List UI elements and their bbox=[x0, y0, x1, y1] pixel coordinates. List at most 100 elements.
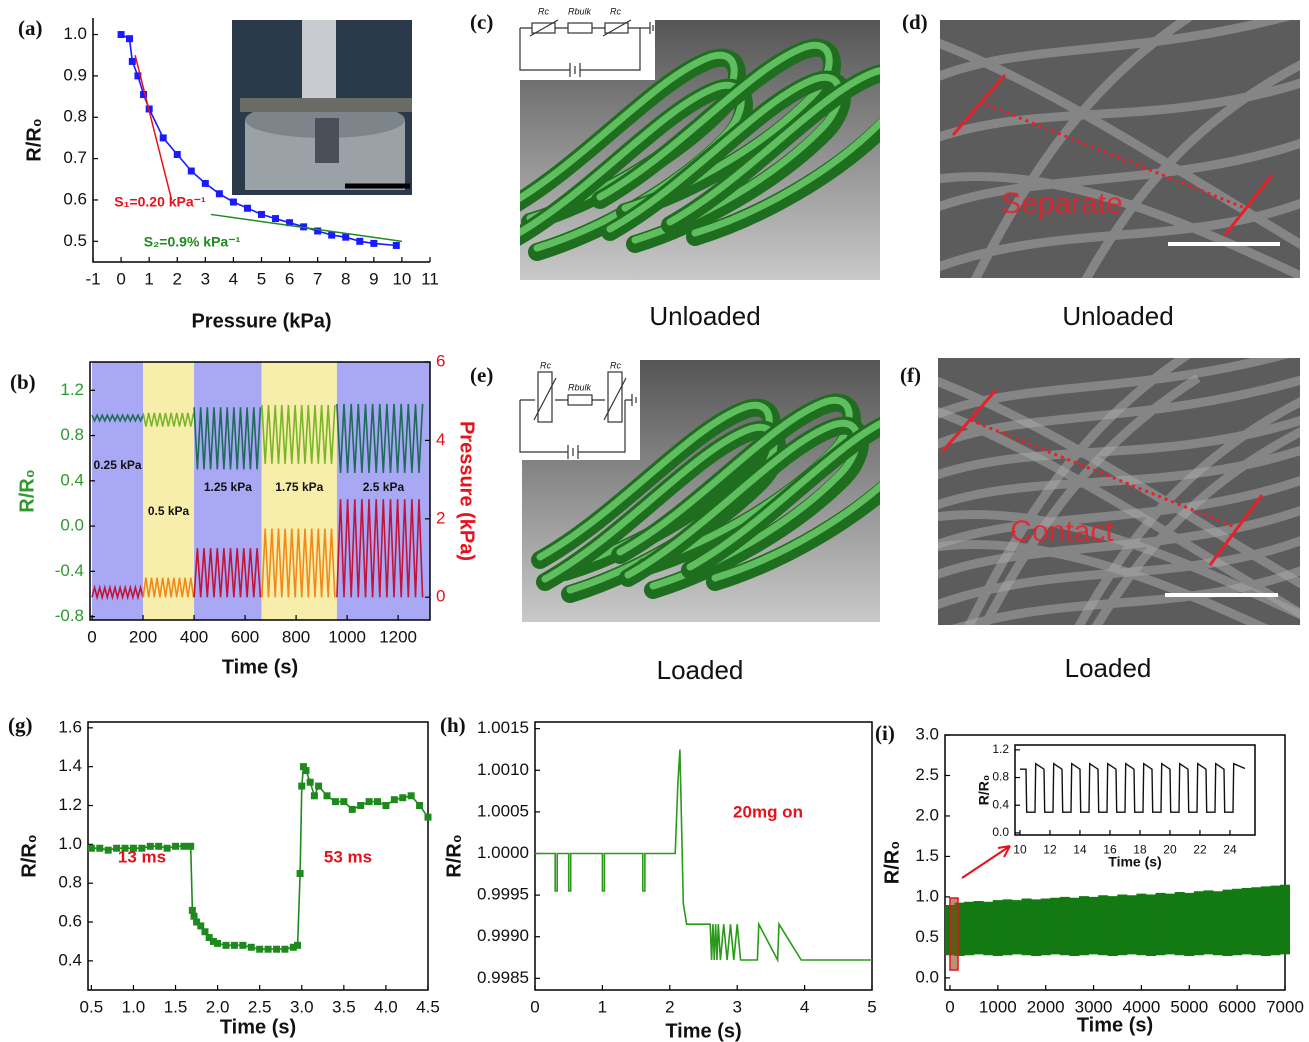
y-tick-label: 0.9990 bbox=[477, 926, 529, 945]
y2-tick-label: 0 bbox=[436, 587, 445, 606]
data-point bbox=[342, 234, 349, 241]
data-point bbox=[258, 211, 265, 218]
circuit-label: Rc bbox=[540, 360, 551, 370]
x-tick-label: 2.5 bbox=[248, 998, 272, 1017]
data-point bbox=[332, 798, 339, 805]
x-tick-label: 10 bbox=[1013, 842, 1027, 856]
panel-label: (g) bbox=[8, 713, 33, 737]
panel-f: Contact (f) Loaded bbox=[900, 348, 1308, 683]
photo-detail bbox=[240, 98, 412, 112]
data-point bbox=[188, 168, 195, 175]
x-tick-label: 0 bbox=[945, 998, 954, 1017]
x-tick-label: 1000 bbox=[979, 998, 1017, 1017]
data-point bbox=[174, 151, 181, 158]
y-tick-label: 0.8 bbox=[58, 873, 82, 892]
y2-tick-label: 2 bbox=[436, 508, 445, 527]
y-axis-label: R/R₀ bbox=[23, 118, 45, 161]
x-axis-label: Pressure (kPa) bbox=[191, 310, 331, 332]
y-tick-label: 0.0 bbox=[60, 516, 84, 535]
data-point bbox=[324, 792, 331, 799]
panel-label: (b) bbox=[10, 370, 36, 394]
data-point bbox=[126, 35, 133, 42]
x-tick-label: 9 bbox=[369, 270, 378, 289]
circuit-label: Rbulk bbox=[568, 382, 592, 392]
x-tick-label: 7 bbox=[313, 270, 322, 289]
x-tick-label: 2 bbox=[173, 270, 182, 289]
x-tick-label: 4 bbox=[800, 998, 809, 1017]
data-point bbox=[298, 783, 305, 790]
x-tick-label: 14 bbox=[1073, 842, 1087, 856]
data-point bbox=[265, 946, 272, 953]
y-axis-label: R/R₀ bbox=[18, 834, 40, 877]
y-tick-label: 0.9 bbox=[63, 65, 87, 84]
circuit-label: Rc bbox=[538, 6, 549, 16]
x-axis-label: Time (s) bbox=[220, 1016, 296, 1038]
overlay-label: Separate bbox=[1001, 187, 1123, 220]
y-tick-label: 1.2 bbox=[60, 380, 84, 399]
data-point bbox=[273, 946, 280, 953]
x-tick-label: 5 bbox=[867, 998, 876, 1017]
x-tick-label: 22 bbox=[1193, 842, 1207, 856]
x-tick-label: 3.0 bbox=[290, 998, 314, 1017]
data-point bbox=[297, 870, 304, 877]
data-point bbox=[216, 190, 223, 197]
data-point bbox=[96, 845, 103, 852]
x-tick-label: -1 bbox=[85, 270, 100, 289]
y-tick-label: 1.0 bbox=[58, 834, 82, 853]
circuit-label: Rc bbox=[610, 360, 621, 370]
data-point bbox=[129, 58, 136, 65]
x-tick-label: 4.0 bbox=[374, 998, 398, 1017]
circuit-label: Rc bbox=[610, 6, 621, 16]
x-tick-label: 3.5 bbox=[332, 998, 356, 1017]
x-tick-label: 6000 bbox=[1218, 998, 1256, 1017]
y-tick-label: 1.0010 bbox=[477, 760, 529, 779]
y-tick-label: 0.8 bbox=[992, 770, 1009, 784]
x-tick-label: 4.5 bbox=[416, 998, 440, 1017]
data-point bbox=[230, 199, 237, 206]
panel-label: (i) bbox=[875, 721, 895, 745]
y-tick-label: 0.0 bbox=[992, 825, 1009, 839]
caption: Loaded bbox=[657, 655, 744, 685]
panel-label: (f) bbox=[900, 363, 921, 387]
x-tick-label: 24 bbox=[1223, 842, 1237, 856]
y-tick-label: 0.6 bbox=[58, 912, 82, 931]
y-tick-label: 2.5 bbox=[915, 765, 939, 784]
inset-photo bbox=[232, 20, 412, 195]
data-point bbox=[244, 205, 251, 212]
y2-axis-label: Pressure (kPa) bbox=[456, 421, 478, 561]
panel-label: (h) bbox=[440, 713, 466, 737]
x-axis-label: Time (s) bbox=[1077, 1014, 1153, 1036]
y-tick-label: 0.9995 bbox=[477, 885, 529, 904]
y-tick-label: -0.8 bbox=[55, 606, 84, 625]
band-label: 2.5 kPa bbox=[363, 480, 405, 494]
data-point bbox=[374, 798, 381, 805]
circuit-label: Rbulk bbox=[568, 6, 592, 16]
data-point bbox=[231, 942, 238, 949]
x-tick-label: 800 bbox=[282, 628, 310, 647]
circuit-box bbox=[510, 355, 640, 460]
x-tick-label: 2 bbox=[665, 998, 674, 1017]
photo-detail bbox=[302, 20, 336, 98]
data-point bbox=[315, 783, 322, 790]
panel-d: Separate (d) Unloaded bbox=[902, 10, 1309, 331]
highlight-box bbox=[950, 898, 958, 970]
panel-label: (a) bbox=[18, 16, 43, 40]
x-tick-label: 1 bbox=[598, 998, 607, 1017]
annotation: S₁=0.20 kPa⁻¹ bbox=[114, 194, 206, 210]
x-tick-label: 0.5 bbox=[80, 998, 104, 1017]
x-tick-label: 6 bbox=[285, 270, 294, 289]
annotation: 20mg on bbox=[733, 802, 803, 821]
data-point bbox=[281, 946, 288, 953]
data-point bbox=[340, 798, 347, 805]
y-tick-label: 0.4 bbox=[58, 950, 82, 969]
data-point bbox=[391, 796, 398, 803]
data-point bbox=[357, 802, 364, 809]
x-tick-label: 1200 bbox=[379, 628, 417, 647]
y-tick-label: 0.5 bbox=[63, 231, 87, 250]
x-axis-label: Time (s) bbox=[222, 656, 298, 678]
band bbox=[92, 362, 143, 620]
x-tick-label: 10 bbox=[392, 270, 411, 289]
caption: Unloaded bbox=[1062, 301, 1173, 331]
x-tick-label: 3 bbox=[201, 270, 210, 289]
annotation: S₂=0.9% kPa⁻¹ bbox=[144, 234, 241, 250]
